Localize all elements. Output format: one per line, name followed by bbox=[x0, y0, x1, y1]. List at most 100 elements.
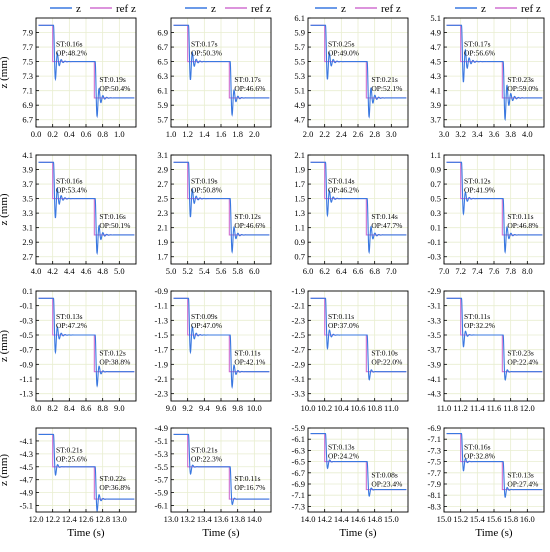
series-z bbox=[38, 297, 135, 388]
x-tick-label: 0.0 bbox=[31, 129, 42, 139]
y-tick-label: 5.3 bbox=[294, 71, 305, 81]
y-tick-label: 5.9 bbox=[294, 28, 305, 38]
series-z bbox=[38, 24, 135, 119]
y-tick-label: -4.3 bbox=[20, 449, 33, 459]
x-tick-label: 11.8 bbox=[503, 403, 518, 413]
overshoot-label: OP:47.2% bbox=[56, 321, 87, 330]
x-tick-label: 5.4 bbox=[199, 266, 210, 276]
y-tick-label: -3.3 bbox=[292, 389, 305, 399]
y-tick-label: 5.9 bbox=[157, 100, 168, 110]
x-tick-label: 6.8 bbox=[369, 266, 380, 276]
overshoot-label: OP:27.4% bbox=[507, 479, 538, 488]
y-tick-label: 6.1 bbox=[294, 13, 305, 23]
x-tick-label: 8.0 bbox=[31, 403, 42, 413]
y-tick-label: 2.9 bbox=[157, 165, 168, 175]
y-tick-label: 6.7 bbox=[22, 115, 33, 125]
y-tick-label: -1.7 bbox=[155, 345, 168, 355]
legend-4: z ref z bbox=[455, 3, 541, 15]
y-tick-label: 7.1 bbox=[22, 86, 33, 96]
x-tick-label: 0.2 bbox=[47, 129, 58, 139]
overshoot-label: OP:49.0% bbox=[328, 48, 359, 57]
settling-time-label: ST:0.12s bbox=[99, 349, 126, 358]
overshoot-label: OP:50.1% bbox=[99, 221, 130, 230]
x-tick-label: 8.6 bbox=[81, 403, 92, 413]
series-z bbox=[446, 24, 543, 122]
settling-time-label: ST:0.16s bbox=[56, 176, 83, 185]
x-axis-label: Time (s) bbox=[67, 527, 105, 539]
y-axis-label: z (mm) bbox=[0, 454, 10, 486]
y-tick-label: 6.1 bbox=[157, 86, 168, 96]
panel-5: 4.0 4.2 4.4 4.6 4.8 5.0 2.7 2.9 3.1 3.3 3.5 3.7 3.9 4… bbox=[0, 150, 137, 276]
series-z bbox=[38, 433, 135, 512]
settling-time-label: ST:0.12s bbox=[234, 212, 261, 221]
x-tick-label: 2.0 bbox=[249, 129, 260, 139]
y-tick-label: -4.1 bbox=[20, 436, 33, 446]
settling-time-label: ST:0.09s bbox=[191, 312, 218, 321]
y-tick-label: -5.3 bbox=[155, 449, 168, 459]
x-tick-label: 1.2 bbox=[182, 129, 193, 139]
x-tick-label: 13.6 bbox=[214, 514, 229, 524]
x-tick-label: 15.0 bbox=[384, 514, 399, 524]
series-z bbox=[310, 297, 407, 381]
plot-frame bbox=[443, 427, 545, 513]
x-tick-label: 6.2 bbox=[319, 266, 330, 276]
series-z bbox=[310, 433, 407, 497]
settling-time-label: ST:0.21s bbox=[371, 75, 398, 84]
plot-frame bbox=[170, 290, 272, 402]
x-tick-label: 7.2 bbox=[455, 266, 466, 276]
y-tick-label: -1.1 bbox=[155, 301, 168, 311]
overshoot-label: OP:23.4% bbox=[371, 479, 402, 488]
y-tick-label: -4.1 bbox=[428, 374, 441, 384]
x-tick-label: 7.0 bbox=[439, 266, 450, 276]
y-tick-label: -5.7 bbox=[155, 475, 168, 485]
y-tick-label: -5.1 bbox=[155, 436, 168, 446]
y-tick-label: -6.5 bbox=[292, 457, 305, 467]
x-tick-label: 13.0 bbox=[164, 514, 179, 524]
overshoot-label: OP:46.2% bbox=[328, 185, 359, 194]
settling-time-label: ST:0.11s bbox=[464, 312, 490, 321]
y-tick-label: 5.5 bbox=[294, 57, 305, 67]
x-tick-label: 14.0 bbox=[247, 514, 262, 524]
x-tick-label: 3.0 bbox=[439, 129, 450, 139]
series-z bbox=[38, 161, 135, 256]
x-tick-label: 5.6 bbox=[216, 266, 227, 276]
settling-time-label: ST:0.17s bbox=[464, 39, 491, 48]
y-tick-label: -3.7 bbox=[428, 345, 441, 355]
settling-time-label: ST:0.22s bbox=[99, 474, 126, 483]
series-z bbox=[446, 297, 543, 381]
y-axis-label: z (mm) bbox=[0, 330, 10, 362]
x-tick-label: 2.8 bbox=[369, 129, 380, 139]
x-tick-label: 1.8 bbox=[232, 129, 243, 139]
x-tick-label: 11.2 bbox=[453, 403, 468, 413]
y-tick-label: -4.9 bbox=[155, 423, 168, 433]
overshoot-label: OP:46.6% bbox=[234, 221, 265, 230]
x-tick-label: 15.2 bbox=[453, 514, 468, 524]
x-tick-label: 10.6 bbox=[351, 403, 366, 413]
panel-9: 8.0 8.2 8.4 8.6 8.8 9.0 -1.3 -1.1 -0.9 -0.7 -0.5 -0… bbox=[0, 286, 137, 413]
plot-frame bbox=[35, 17, 137, 128]
y-tick-label: -4.3 bbox=[428, 389, 441, 399]
overshoot-label: OP:22.4% bbox=[507, 358, 538, 367]
x-tick-label: 9.6 bbox=[216, 403, 227, 413]
panel-13: 12.0 12.2 12.4 12.6 12.8 13.0 -5.1 -4.9 -4.7 -4.5… bbox=[0, 427, 137, 539]
settling-time-label: ST:0.17s bbox=[191, 39, 218, 48]
y-tick-label: 6.9 bbox=[157, 28, 168, 38]
y-tick-label: 5.7 bbox=[294, 42, 305, 52]
plot-frame bbox=[35, 427, 137, 513]
overshoot-label: OP:41.9% bbox=[464, 185, 495, 194]
x-tick-label: 14.2 bbox=[317, 514, 332, 524]
x-tick-label: 3.4 bbox=[472, 129, 483, 139]
y-tick-label: 3.7 bbox=[430, 115, 441, 125]
